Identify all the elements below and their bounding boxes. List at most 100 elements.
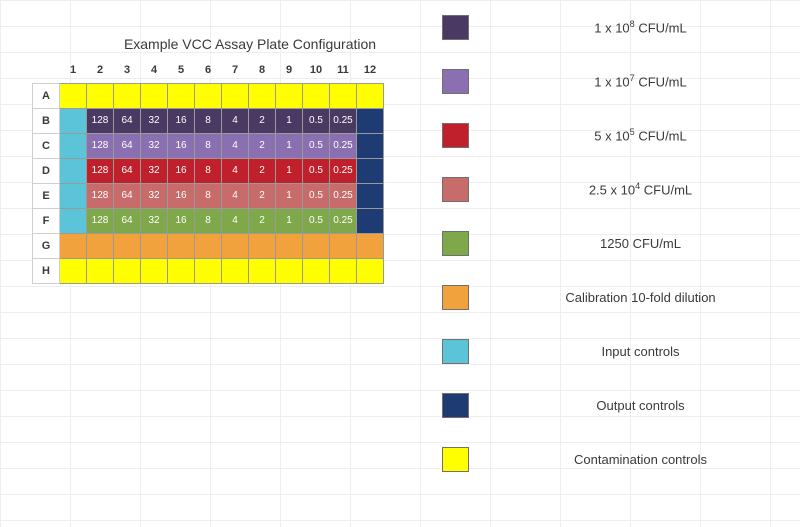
well [357, 158, 384, 183]
well [357, 183, 384, 208]
well: 16 [168, 158, 195, 183]
well [222, 233, 249, 258]
legend-row: Contamination controls [442, 444, 792, 474]
well: 64 [114, 158, 141, 183]
legend-row: Input controls [442, 336, 792, 366]
well: 0.25 [330, 183, 357, 208]
well [114, 258, 141, 283]
well [195, 258, 222, 283]
legend-label: Calibration 10-fold dilution [469, 290, 792, 305]
well: 1 [276, 108, 303, 133]
plate-title: Example VCC Assay Plate Configuration [85, 36, 415, 52]
legend-label: 1250 CFU/mL [469, 236, 792, 251]
well: 128 [87, 133, 114, 158]
row-label: H [33, 258, 60, 283]
well: 2 [249, 183, 276, 208]
well: 4 [222, 183, 249, 208]
legend-swatch [442, 177, 469, 202]
well [60, 233, 87, 258]
plate-row: A [33, 83, 384, 108]
well: 64 [114, 108, 141, 133]
legend-label: 1 x 107 CFU/mL [469, 73, 792, 89]
plate-body: AB12864321684210.50.25C12864321684210.50… [33, 83, 384, 283]
well [357, 233, 384, 258]
well: 64 [114, 183, 141, 208]
legend-swatch [442, 15, 469, 40]
row-label: B [33, 108, 60, 133]
well [276, 233, 303, 258]
well [114, 233, 141, 258]
col-label: 10 [303, 58, 330, 83]
well [303, 233, 330, 258]
well [168, 233, 195, 258]
well: 16 [168, 183, 195, 208]
legend-row: 1250 CFU/mL [442, 228, 792, 258]
well [330, 233, 357, 258]
well [60, 183, 87, 208]
plate-row: B12864321684210.50.25 [33, 108, 384, 133]
well [249, 258, 276, 283]
col-label: 1 [60, 58, 87, 83]
legend-row: Output controls [442, 390, 792, 420]
well [87, 258, 114, 283]
well: 16 [168, 108, 195, 133]
well [114, 83, 141, 108]
plate-row: E12864321684210.50.25 [33, 183, 384, 208]
well [195, 83, 222, 108]
row-label: A [33, 83, 60, 108]
well [60, 258, 87, 283]
col-label: 11 [330, 58, 357, 83]
legend-row: 1 x 108 CFU/mL [442, 12, 792, 42]
well: 4 [222, 108, 249, 133]
well: 32 [141, 133, 168, 158]
well: 32 [141, 108, 168, 133]
well [141, 233, 168, 258]
well [249, 83, 276, 108]
legend-row: Calibration 10-fold dilution [442, 282, 792, 312]
plate-col-header: 123456789101112 [33, 58, 384, 83]
well [141, 258, 168, 283]
well: 64 [114, 133, 141, 158]
plate-row: C12864321684210.50.25 [33, 133, 384, 158]
col-label: 9 [276, 58, 303, 83]
row-label: E [33, 183, 60, 208]
well: 128 [87, 208, 114, 233]
well: 8 [195, 108, 222, 133]
well [357, 208, 384, 233]
well [168, 258, 195, 283]
well [222, 83, 249, 108]
col-label: 5 [168, 58, 195, 83]
well [87, 233, 114, 258]
well: 0.25 [330, 208, 357, 233]
plate-corner [33, 58, 60, 83]
col-label: 6 [195, 58, 222, 83]
assay-plate-table: 123456789101112 AB12864321684210.50.25C1… [32, 58, 384, 284]
well: 64 [114, 208, 141, 233]
well: 8 [195, 158, 222, 183]
legend-swatch [442, 285, 469, 310]
well: 128 [87, 158, 114, 183]
legend-label: Input controls [469, 344, 792, 359]
legend-label: 1 x 108 CFU/mL [469, 19, 792, 35]
well: 128 [87, 183, 114, 208]
well [168, 83, 195, 108]
legend-swatch [442, 69, 469, 94]
row-label: D [33, 158, 60, 183]
col-label: 8 [249, 58, 276, 83]
legend-label: 2.5 x 104 CFU/mL [469, 181, 792, 197]
plate-row: F12864321684210.50.25 [33, 208, 384, 233]
well [357, 108, 384, 133]
col-label: 12 [357, 58, 384, 83]
well: 0.5 [303, 133, 330, 158]
well [357, 133, 384, 158]
legend: 1 x 108 CFU/mL1 x 107 CFU/mL5 x 105 CFU/… [442, 12, 792, 498]
well: 1 [276, 133, 303, 158]
well [222, 258, 249, 283]
well [249, 233, 276, 258]
well [87, 83, 114, 108]
legend-row: 1 x 107 CFU/mL [442, 66, 792, 96]
well: 16 [168, 133, 195, 158]
well [330, 258, 357, 283]
well [141, 83, 168, 108]
well [60, 108, 87, 133]
